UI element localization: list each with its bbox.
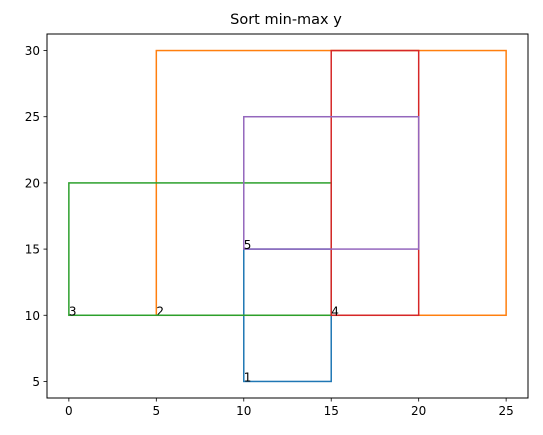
- y-tick-label: 10: [25, 309, 40, 323]
- chart-title: Sort min-max y: [230, 12, 342, 28]
- x-tick-label: 15: [324, 404, 339, 418]
- y-tick-label: 5: [32, 375, 40, 389]
- rectangle-label-4: 4: [331, 304, 339, 318]
- axes-frame: [46, 33, 529, 399]
- marks-layer: 1 2 3 4 5: [68, 49, 507, 384]
- x-tick-label: 25: [498, 404, 513, 418]
- rectangle-4: [330, 49, 420, 317]
- x-tick-label: 0: [65, 404, 73, 418]
- x-tick-label: 20: [411, 404, 426, 418]
- y-tick-label: 15: [25, 243, 40, 257]
- x-tick-label: 5: [152, 404, 160, 418]
- rectangle-label-2: 2: [156, 304, 164, 318]
- y-tick-label: 30: [25, 44, 40, 58]
- rectangle-label-1: 1: [244, 370, 252, 384]
- rectangle-label-3: 3: [69, 304, 77, 318]
- y-tick-label: 25: [25, 110, 40, 124]
- rectangle-5: [243, 115, 420, 250]
- rectangle-label-5: 5: [244, 238, 252, 252]
- x-tick-label: 10: [236, 404, 251, 418]
- y-tick-label: 20: [25, 176, 40, 190]
